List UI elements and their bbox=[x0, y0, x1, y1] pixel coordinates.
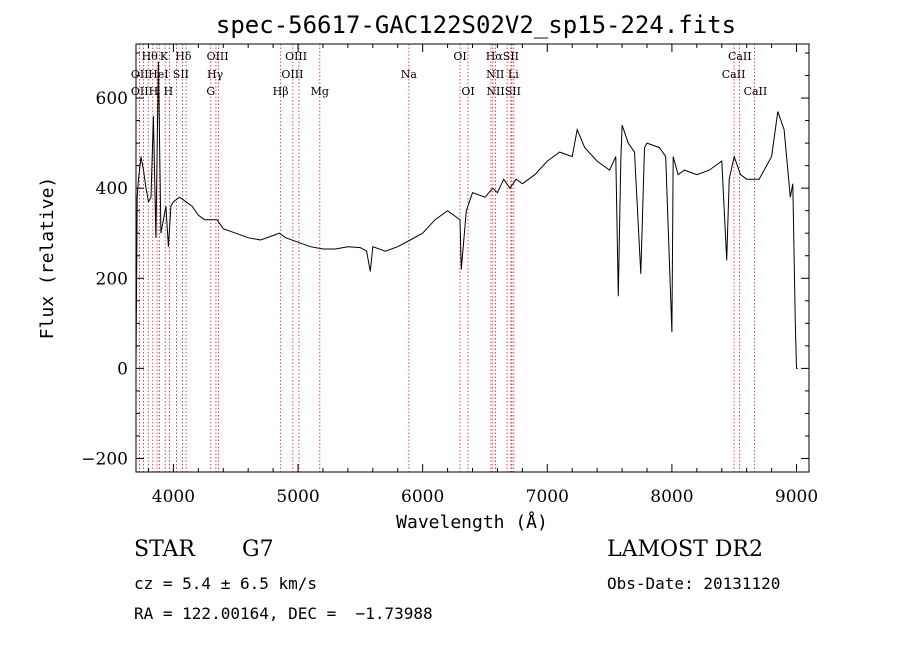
spectral-line-label: NII Li bbox=[486, 68, 519, 81]
x-tick-label: 9000 bbox=[775, 487, 818, 507]
spectral-line-label: H bbox=[149, 85, 159, 98]
spectral-line-label: OII bbox=[131, 68, 149, 81]
y-tick-label: 0 bbox=[117, 359, 128, 379]
x-axis: 4000 5000 6000 7000 8000 9000 bbox=[147, 44, 818, 507]
chart-title: spec-56617-GAC122S02V2_sp15-224.fits bbox=[216, 11, 736, 39]
spectrum-line bbox=[135, 61, 798, 369]
spectral-line-label: K bbox=[160, 50, 169, 63]
x-tick-label: 8000 bbox=[650, 487, 693, 507]
spectral-line-label: CaII bbox=[722, 68, 746, 81]
spectral-line-label: OI bbox=[461, 85, 474, 98]
plot-frame bbox=[135, 43, 810, 473]
y-tick-label: 600 bbox=[96, 89, 128, 109]
y-tick-label: −200 bbox=[81, 449, 128, 469]
y-axis-label: Flux (relative) bbox=[37, 177, 58, 340]
spectral-line-label: G bbox=[206, 85, 215, 98]
spectral-line-label: Hθ bbox=[142, 50, 159, 63]
redshift-velocity: cz = 5.4 ± 6.5 km/s bbox=[134, 574, 318, 593]
spectral-line-label: NIISII bbox=[486, 85, 521, 98]
x-tick-label: 7000 bbox=[526, 487, 569, 507]
spectral-line-label: OI bbox=[453, 50, 466, 63]
spectral-line-label: Na bbox=[401, 68, 418, 81]
x-tick-label: 5000 bbox=[276, 487, 319, 507]
spectral-line-label: CaII bbox=[744, 85, 768, 98]
spectral-line-label: CaII bbox=[728, 50, 752, 63]
spectral-line-label: OIII bbox=[281, 68, 303, 81]
survey-name: LAMOST DR2 bbox=[607, 537, 763, 562]
spectral-line-label: OIII bbox=[207, 50, 229, 63]
line-markers bbox=[138, 44, 755, 472]
x-axis-label: Wavelength (Å) bbox=[396, 511, 548, 533]
y-tick-label: 200 bbox=[96, 269, 128, 289]
x-tick-label: 4000 bbox=[152, 487, 195, 507]
spectral-line-label: HαSII bbox=[486, 50, 519, 63]
spectral-line-label: Hβ bbox=[273, 85, 289, 98]
spectral-line-label: SII bbox=[173, 68, 189, 81]
spectral-line-label: OII bbox=[131, 85, 149, 98]
spectral-line-label: H bbox=[164, 85, 174, 98]
y-axis: −200 0 200 400 600 bbox=[81, 52, 809, 469]
spectral-line-label: Hδ bbox=[175, 50, 192, 63]
coordinates: RA = 122.00164, DEC = −1.73988 bbox=[134, 604, 433, 623]
spectral-line-label: Mg bbox=[311, 85, 329, 98]
subclass: G7 bbox=[242, 537, 274, 562]
spectral-line-label: OIII bbox=[285, 50, 307, 63]
y-tick-label: 400 bbox=[96, 179, 128, 199]
spectral-line-label: Hγ bbox=[207, 68, 224, 81]
observation-date: Obs-Date: 20131120 bbox=[607, 574, 781, 593]
object-class: STAR bbox=[134, 537, 195, 562]
x-tick-label: 6000 bbox=[401, 487, 444, 507]
